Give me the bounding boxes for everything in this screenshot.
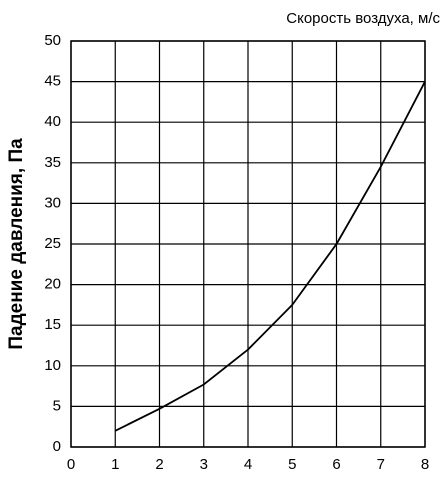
line xyxy=(114,81,426,432)
x-tick-label: 5 xyxy=(288,456,296,473)
x-tick-label: 1 xyxy=(111,456,119,473)
x-tick-label: 7 xyxy=(377,456,385,473)
y-tick-label: 40 xyxy=(44,113,61,130)
y-tick-label: 45 xyxy=(44,73,61,90)
y-tick-label: 35 xyxy=(44,154,61,171)
y-tick-label: 10 xyxy=(44,357,61,374)
y-tick-label: 50 xyxy=(44,32,61,49)
y-axis-label: Падение давления, Па xyxy=(6,138,27,350)
plot-frame xyxy=(70,40,426,448)
x-tick-label: 8 xyxy=(421,456,429,473)
x-tick-label: 3 xyxy=(200,456,208,473)
y-tick-label: 15 xyxy=(44,316,61,333)
x-axis-label: Скорость воздуха, м/с xyxy=(286,10,440,27)
y-tick-label: 30 xyxy=(44,194,61,211)
x-tick-label: 2 xyxy=(155,456,163,473)
y-tick-label: 25 xyxy=(44,235,61,252)
y-tick-label: 0 xyxy=(53,438,61,455)
y-tick-label: 20 xyxy=(44,276,61,293)
x-tick-label: 0 xyxy=(67,456,75,473)
y-tick-label: 5 xyxy=(53,397,61,414)
x-tick-label: 6 xyxy=(332,456,340,473)
x-tick-label: 4 xyxy=(244,456,252,473)
